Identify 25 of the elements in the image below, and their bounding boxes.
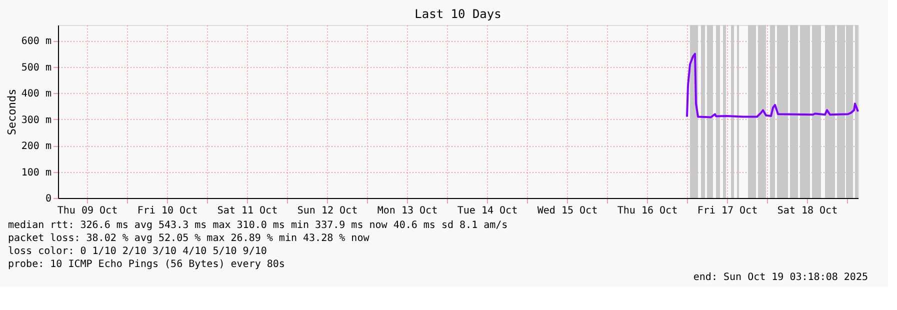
y-tick-label: 400 m [21, 88, 52, 100]
x-tick-label: Thu 16 Oct [617, 206, 678, 216]
y-tick-label: 300 m [21, 114, 52, 126]
chart-title: Last 10 Days [414, 7, 502, 21]
text: loss color: 0 1/10 2/10 3/10 4/10 5/10 9/10 [8, 246, 267, 257]
x-tick-label: Sat 18 Oct [777, 206, 838, 216]
x-tick-label: Mon 13 Oct [377, 206, 438, 216]
x-tick-label: Wed 15 Oct [537, 206, 598, 216]
x-tick-label: Thu 09 Oct [57, 206, 118, 216]
x-tick-label: Sat 11 Oct [217, 206, 278, 216]
text: probe: 10 ICMP Echo Pings (56 Bytes) every 80s [8, 259, 285, 270]
x-tick-label: Sun 12 Oct [297, 206, 358, 216]
text: median rtt: 326.6 ms avg 543.3 ms max 310.0 ms min 337.9 ms now 40.6 ms sd 8.1 am/s [8, 220, 508, 231]
x-tick-label: Fri 10 Oct [137, 206, 198, 216]
y-tick-label: 500 m [21, 62, 52, 74]
y-tick-label: 100 m [21, 167, 52, 178]
y-axis-title: Seconds [5, 88, 18, 136]
y-tick-label: 200 m [21, 141, 52, 152]
text: packet loss: 38.02 % avg 52.05 % max 26.89 % min 43.28 % now [8, 233, 370, 244]
y-tick-label: 600 m [21, 36, 52, 48]
text: end: Sun Oct 19 03:18:08 2025 [693, 272, 868, 283]
y-tick-label: 0 [45, 194, 52, 204]
x-tick-label: Fri 17 Oct [697, 206, 758, 216]
line-series [686, 52, 859, 118]
x-tick-label: Tue 14 Oct [457, 206, 518, 216]
